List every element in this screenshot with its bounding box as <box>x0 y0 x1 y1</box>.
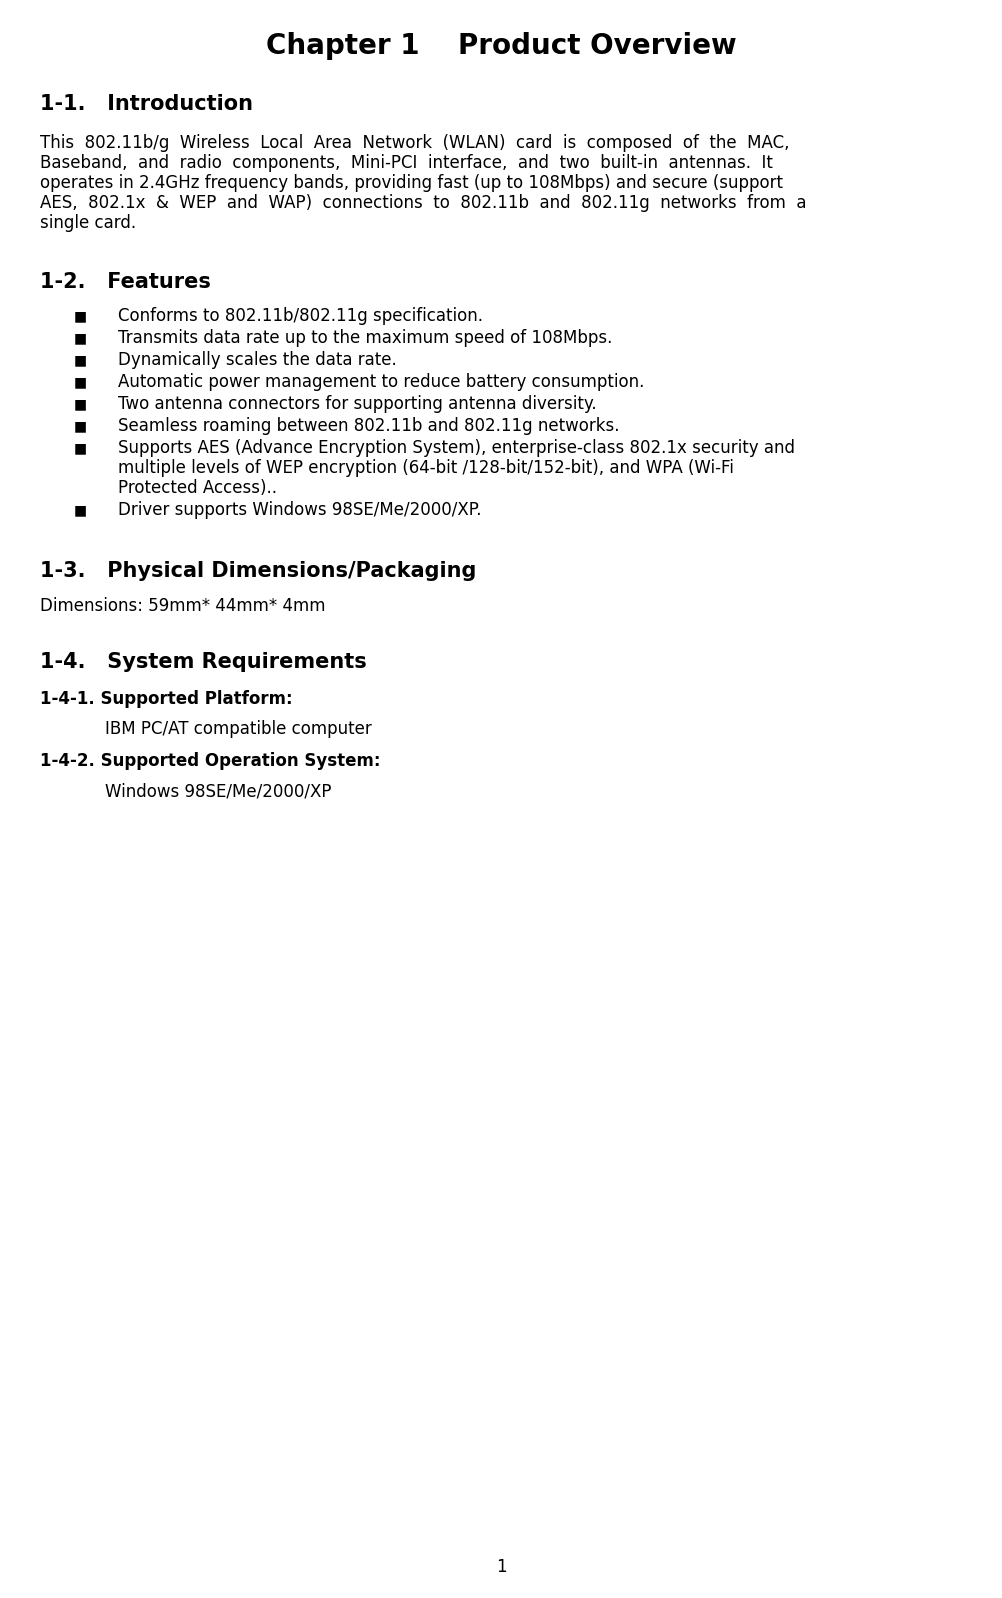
Text: Seamless roaming between 802.11b and 802.11g networks.: Seamless roaming between 802.11b and 802… <box>118 417 619 435</box>
Text: ■: ■ <box>74 503 87 518</box>
Text: Chapter 1    Product Overview: Chapter 1 Product Overview <box>266 32 736 61</box>
Text: Protected Access)..: Protected Access).. <box>118 479 277 497</box>
Text: Conforms to 802.11b/802.11g specification.: Conforms to 802.11b/802.11g specificatio… <box>118 307 483 324</box>
Text: Dimensions: 59mm* 44mm* 4mm: Dimensions: 59mm* 44mm* 4mm <box>40 598 326 615</box>
Text: Supports AES (Advance Encryption System), enterprise-class 802.1x security and: Supports AES (Advance Encryption System)… <box>118 439 795 457</box>
Text: operates in 2.4GHz frequency bands, providing fast (up to 108Mbps) and secure (s: operates in 2.4GHz frequency bands, prov… <box>40 174 783 192</box>
Text: Dynamically scales the data rate.: Dynamically scales the data rate. <box>118 352 397 369</box>
Text: AES,  802.1x  &  WEP  and  WAP)  connections  to  802.11b  and  802.11g  network: AES, 802.1x & WEP and WAP) connections t… <box>40 193 806 213</box>
Text: 1-4.   System Requirements: 1-4. System Requirements <box>40 652 367 673</box>
Text: Driver supports Windows 98SE/Me/2000/XP.: Driver supports Windows 98SE/Me/2000/XP. <box>118 502 481 519</box>
Text: multiple levels of WEP encryption (64-bit /128-bit/152-bit), and WPA (Wi-Fi: multiple levels of WEP encryption (64-bi… <box>118 459 733 476</box>
Text: Automatic power management to reduce battery consumption.: Automatic power management to reduce bat… <box>118 372 643 392</box>
Text: single card.: single card. <box>40 214 136 232</box>
Text: ■: ■ <box>74 308 87 323</box>
Text: ■: ■ <box>74 396 87 411</box>
Text: 1-4-1. Supported Platform:: 1-4-1. Supported Platform: <box>40 690 293 708</box>
Text: ■: ■ <box>74 419 87 433</box>
Text: ■: ■ <box>74 353 87 368</box>
Text: IBM PC/AT compatible computer: IBM PC/AT compatible computer <box>105 721 372 738</box>
Text: 1: 1 <box>496 1558 506 1576</box>
Text: Transmits data rate up to the maximum speed of 108Mbps.: Transmits data rate up to the maximum sp… <box>118 329 612 347</box>
Text: This  802.11b/g  Wireless  Local  Area  Network  (WLAN)  card  is  composed  of : This 802.11b/g Wireless Local Area Netwo… <box>40 134 789 152</box>
Text: Windows 98SE/Me/2000/XP: Windows 98SE/Me/2000/XP <box>105 781 332 801</box>
Text: ■: ■ <box>74 331 87 345</box>
Text: Baseband,  and  radio  components,  Mini-PCI  interface,  and  two  built-in  an: Baseband, and radio components, Mini-PCI… <box>40 153 773 173</box>
Text: ■: ■ <box>74 441 87 455</box>
Text: 1-3.   Physical Dimensions/Packaging: 1-3. Physical Dimensions/Packaging <box>40 561 476 582</box>
Text: 1-4-2. Supported Operation System:: 1-4-2. Supported Operation System: <box>40 753 380 770</box>
Text: Two antenna connectors for supporting antenna diversity.: Two antenna connectors for supporting an… <box>118 395 596 412</box>
Text: ■: ■ <box>74 376 87 388</box>
Text: 1-2.   Features: 1-2. Features <box>40 272 210 292</box>
Text: 1-1.   Introduction: 1-1. Introduction <box>40 94 253 113</box>
